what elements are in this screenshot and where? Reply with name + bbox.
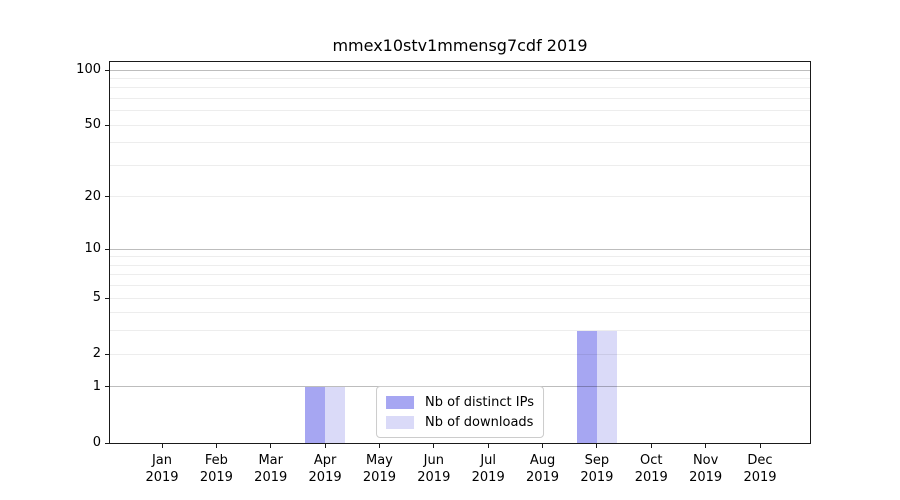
y-tick-mark — [105, 248, 109, 250]
plot-area: Nb of distinct IPs Nb of downloads — [109, 61, 811, 444]
y-tick-label: 20 — [84, 188, 101, 204]
x-tick-mark — [596, 444, 598, 448]
gridline-minor — [110, 110, 810, 112]
gridline-minor — [110, 312, 810, 314]
x-tick-label-sep: Sep 2019 — [580, 453, 614, 485]
legend-row: Nb of downloads — [386, 412, 534, 432]
gridline-minor — [110, 285, 810, 287]
x-tick-label-jul: Jul 2019 — [471, 453, 505, 485]
y-tick-label: 5 — [92, 290, 101, 306]
x-tick-mark — [215, 444, 217, 448]
bar-apr-ips — [305, 386, 326, 443]
gridline-minor — [110, 297, 810, 299]
gridline-minor — [110, 142, 810, 144]
y-tick-label: 0 — [92, 435, 101, 450]
y-tick-mark — [105, 353, 109, 355]
gridline-major — [110, 69, 810, 71]
chart-title: mmex10stv1mmensg7cdf 2019 — [332, 36, 588, 55]
gridline-minor — [110, 264, 810, 266]
y-tick-label: 2 — [92, 346, 101, 362]
y-tick-mark — [105, 386, 109, 388]
legend-label: Nb of downloads — [425, 414, 534, 430]
bar-apr-downloads — [325, 386, 346, 443]
x-tick-label-apr: Apr 2019 — [308, 453, 342, 485]
x-tick-mark — [270, 444, 272, 448]
y-tick-label: 10 — [84, 241, 101, 257]
y-tick-label: 100 — [76, 62, 101, 77]
gridline-minor — [110, 274, 810, 276]
x-tick-label-jan: Jan 2019 — [145, 453, 179, 485]
x-tick-label-dec: Dec 2019 — [743, 453, 777, 485]
x-tick-mark — [378, 444, 380, 448]
x-tick-mark — [487, 444, 489, 448]
x-tick-mark — [433, 444, 435, 448]
gridline-minor — [110, 256, 810, 258]
bar-sep-ips — [576, 330, 597, 443]
gridline-minor — [110, 124, 810, 126]
y-tick-mark — [105, 69, 109, 71]
x-tick-mark — [650, 444, 652, 448]
x-tick-label-may: May 2019 — [362, 453, 396, 485]
x-tick-label-aug: Aug 2019 — [525, 453, 560, 485]
x-tick-mark — [161, 444, 163, 448]
gridline-minor — [110, 330, 810, 332]
x-tick-mark — [542, 444, 544, 448]
legend-label: Nb of distinct IPs — [425, 394, 534, 410]
x-tick-mark — [324, 444, 326, 448]
legend-row: Nb of distinct IPs — [386, 392, 534, 412]
gridline-minor — [110, 87, 810, 89]
gridline-minor — [110, 164, 810, 166]
bar-sep-downloads — [596, 330, 617, 443]
x-tick-mark — [705, 444, 707, 448]
y-tick-mark — [105, 297, 109, 299]
gridline-minor — [110, 353, 810, 355]
y-tick-label: 1 — [92, 378, 101, 394]
x-tick-label-mar: Mar 2019 — [254, 453, 288, 485]
x-tick-label-feb: Feb 2019 — [199, 453, 233, 485]
gridline-minor — [110, 77, 810, 79]
legend-swatch — [386, 415, 415, 429]
gridline-minor — [110, 196, 810, 198]
x-tick-label-oct: Oct 2019 — [634, 453, 668, 485]
legend-swatch — [386, 395, 415, 409]
legend: Nb of distinct IPs Nb of downloads — [376, 386, 544, 438]
x-tick-label-nov: Nov 2019 — [689, 453, 723, 485]
y-tick-mark — [105, 442, 109, 444]
y-tick-label: 50 — [84, 117, 101, 133]
gridline-minor — [110, 97, 810, 99]
x-tick-label-jun: Jun 2019 — [417, 453, 451, 485]
y-tick-mark — [105, 124, 109, 126]
gridline-major — [110, 248, 810, 250]
y-tick-mark — [105, 196, 109, 198]
x-tick-mark — [759, 444, 761, 448]
